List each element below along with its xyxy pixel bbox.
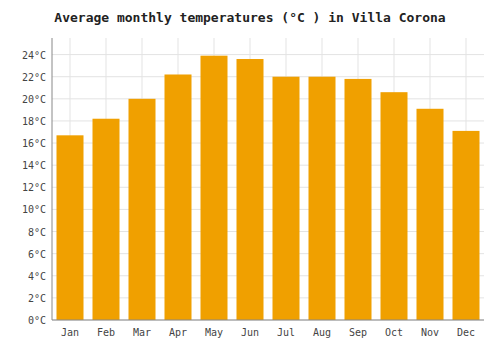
y-tick-label: 22°C: [22, 72, 46, 83]
x-tick-label: Jun: [241, 327, 259, 338]
title: Average monthly temperatures (°C ) in Vi…: [54, 10, 446, 25]
bar: [237, 59, 264, 320]
y-grid-line: [52, 76, 484, 77]
grid: [52, 38, 484, 320]
bar: [417, 109, 444, 320]
y-tick-label: 10°C: [22, 204, 46, 215]
bar: [273, 77, 300, 320]
y-grid-line: [52, 98, 484, 99]
bar: [165, 74, 192, 320]
x-tick-label: Aug: [313, 327, 331, 338]
y-tick-label: 0°C: [28, 315, 46, 326]
bar: [381, 92, 408, 320]
x-tick-label: May: [205, 327, 223, 338]
y-tick-label: 4°C: [28, 271, 46, 282]
y-tick-label: 12°C: [22, 182, 46, 193]
y-tick-label: 20°C: [22, 94, 46, 105]
x-axis-line: [52, 320, 484, 321]
bar: [345, 79, 372, 320]
bar: [453, 131, 480, 320]
x-tick-label: Nov: [421, 327, 439, 338]
x-tick-label: Mar: [133, 327, 151, 338]
y-tick-label: 6°C: [28, 249, 46, 260]
y-tick-label: 8°C: [28, 227, 46, 238]
bar: [201, 56, 228, 320]
y-tick-label: 16°C: [22, 138, 46, 149]
y-tick-label: 2°C: [28, 293, 46, 304]
y-grid-line: [52, 320, 484, 321]
x-tick-label: Dec: [457, 327, 475, 338]
bar: [129, 99, 156, 320]
x-tick-label: Sep: [349, 327, 367, 338]
bar: [57, 135, 84, 320]
bars: [57, 56, 480, 320]
x-tick-label: Jul: [277, 327, 295, 338]
y-tick-label: 14°C: [22, 160, 46, 171]
bar: [93, 119, 120, 320]
y-axis-line: [52, 38, 53, 320]
chart-container: Average monthly temperatures (°C ) in Vi…: [0, 0, 500, 350]
y-grid-line: [52, 54, 484, 55]
x-tick-label: Jan: [61, 327, 79, 338]
x-tick-label: Oct: [385, 327, 403, 338]
bar: [309, 77, 336, 320]
y-tick-label: 18°C: [22, 116, 46, 127]
chart: Average monthly temperatures (°C ) in Vi…: [0, 0, 500, 350]
x-tick-label: Apr: [169, 327, 187, 338]
y-tick-label: 24°C: [22, 50, 46, 61]
x-tick-label: Feb: [97, 327, 115, 338]
